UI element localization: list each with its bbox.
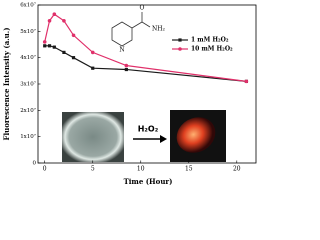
x-tick-label: 10 (137, 166, 145, 173)
x-tick-label: 5 (91, 166, 95, 173)
x-tick-label: 15 (185, 166, 193, 173)
marker (47, 19, 52, 23)
y-tick-label: 1x10⁷ (20, 133, 37, 140)
molecule (111, 12, 151, 47)
page: {"chart_data": {"type": "line", "x_label… (2, 1, 257, 186)
marker (47, 44, 52, 48)
marker (124, 63, 129, 68)
micrograph-before (62, 112, 124, 162)
marker (71, 33, 76, 38)
marker (42, 40, 47, 44)
legend-label: 10 mM H₂O₂ (191, 46, 233, 53)
marker (43, 44, 47, 48)
legend-marker (178, 38, 182, 42)
marker (52, 45, 56, 49)
arrow-head (160, 135, 167, 143)
atom-label: N (119, 47, 124, 54)
chart: O NH₂ N H₂O₂ Time (Hour) Fluorescence In… (2, 2, 257, 186)
legend-label: 1 mM H₂O₂ (191, 37, 229, 44)
y-tick-label: 0 (33, 161, 37, 167)
y-tick-label: 2x10⁷ (20, 107, 37, 114)
marker (52, 12, 57, 17)
y-axis-label: Fluorescence Intensity (a.u.) (2, 27, 11, 140)
y-tick-label: 4x10⁷ (20, 54, 37, 61)
marker (124, 67, 128, 72)
x-tick-label: 20 (233, 166, 241, 173)
marker (90, 50, 95, 55)
marker (62, 19, 66, 23)
legend-marker (178, 47, 182, 51)
marker (244, 79, 249, 84)
marker (71, 56, 76, 60)
annotation: H₂O₂ (138, 125, 159, 134)
marker (91, 66, 95, 70)
atom-label: NH₂ (152, 26, 165, 33)
atom-label: O (140, 5, 145, 12)
marker (62, 50, 66, 54)
y-tick-label: 6x10⁷ (20, 2, 37, 9)
x-tick-label: 0 (43, 166, 47, 173)
x-axis-label: Time (Hour) (124, 177, 173, 186)
y-tick-label: 3x10⁷ (20, 81, 37, 88)
heat-spot (176, 117, 216, 153)
y-tick-label: 5x10⁷ (20, 28, 37, 35)
